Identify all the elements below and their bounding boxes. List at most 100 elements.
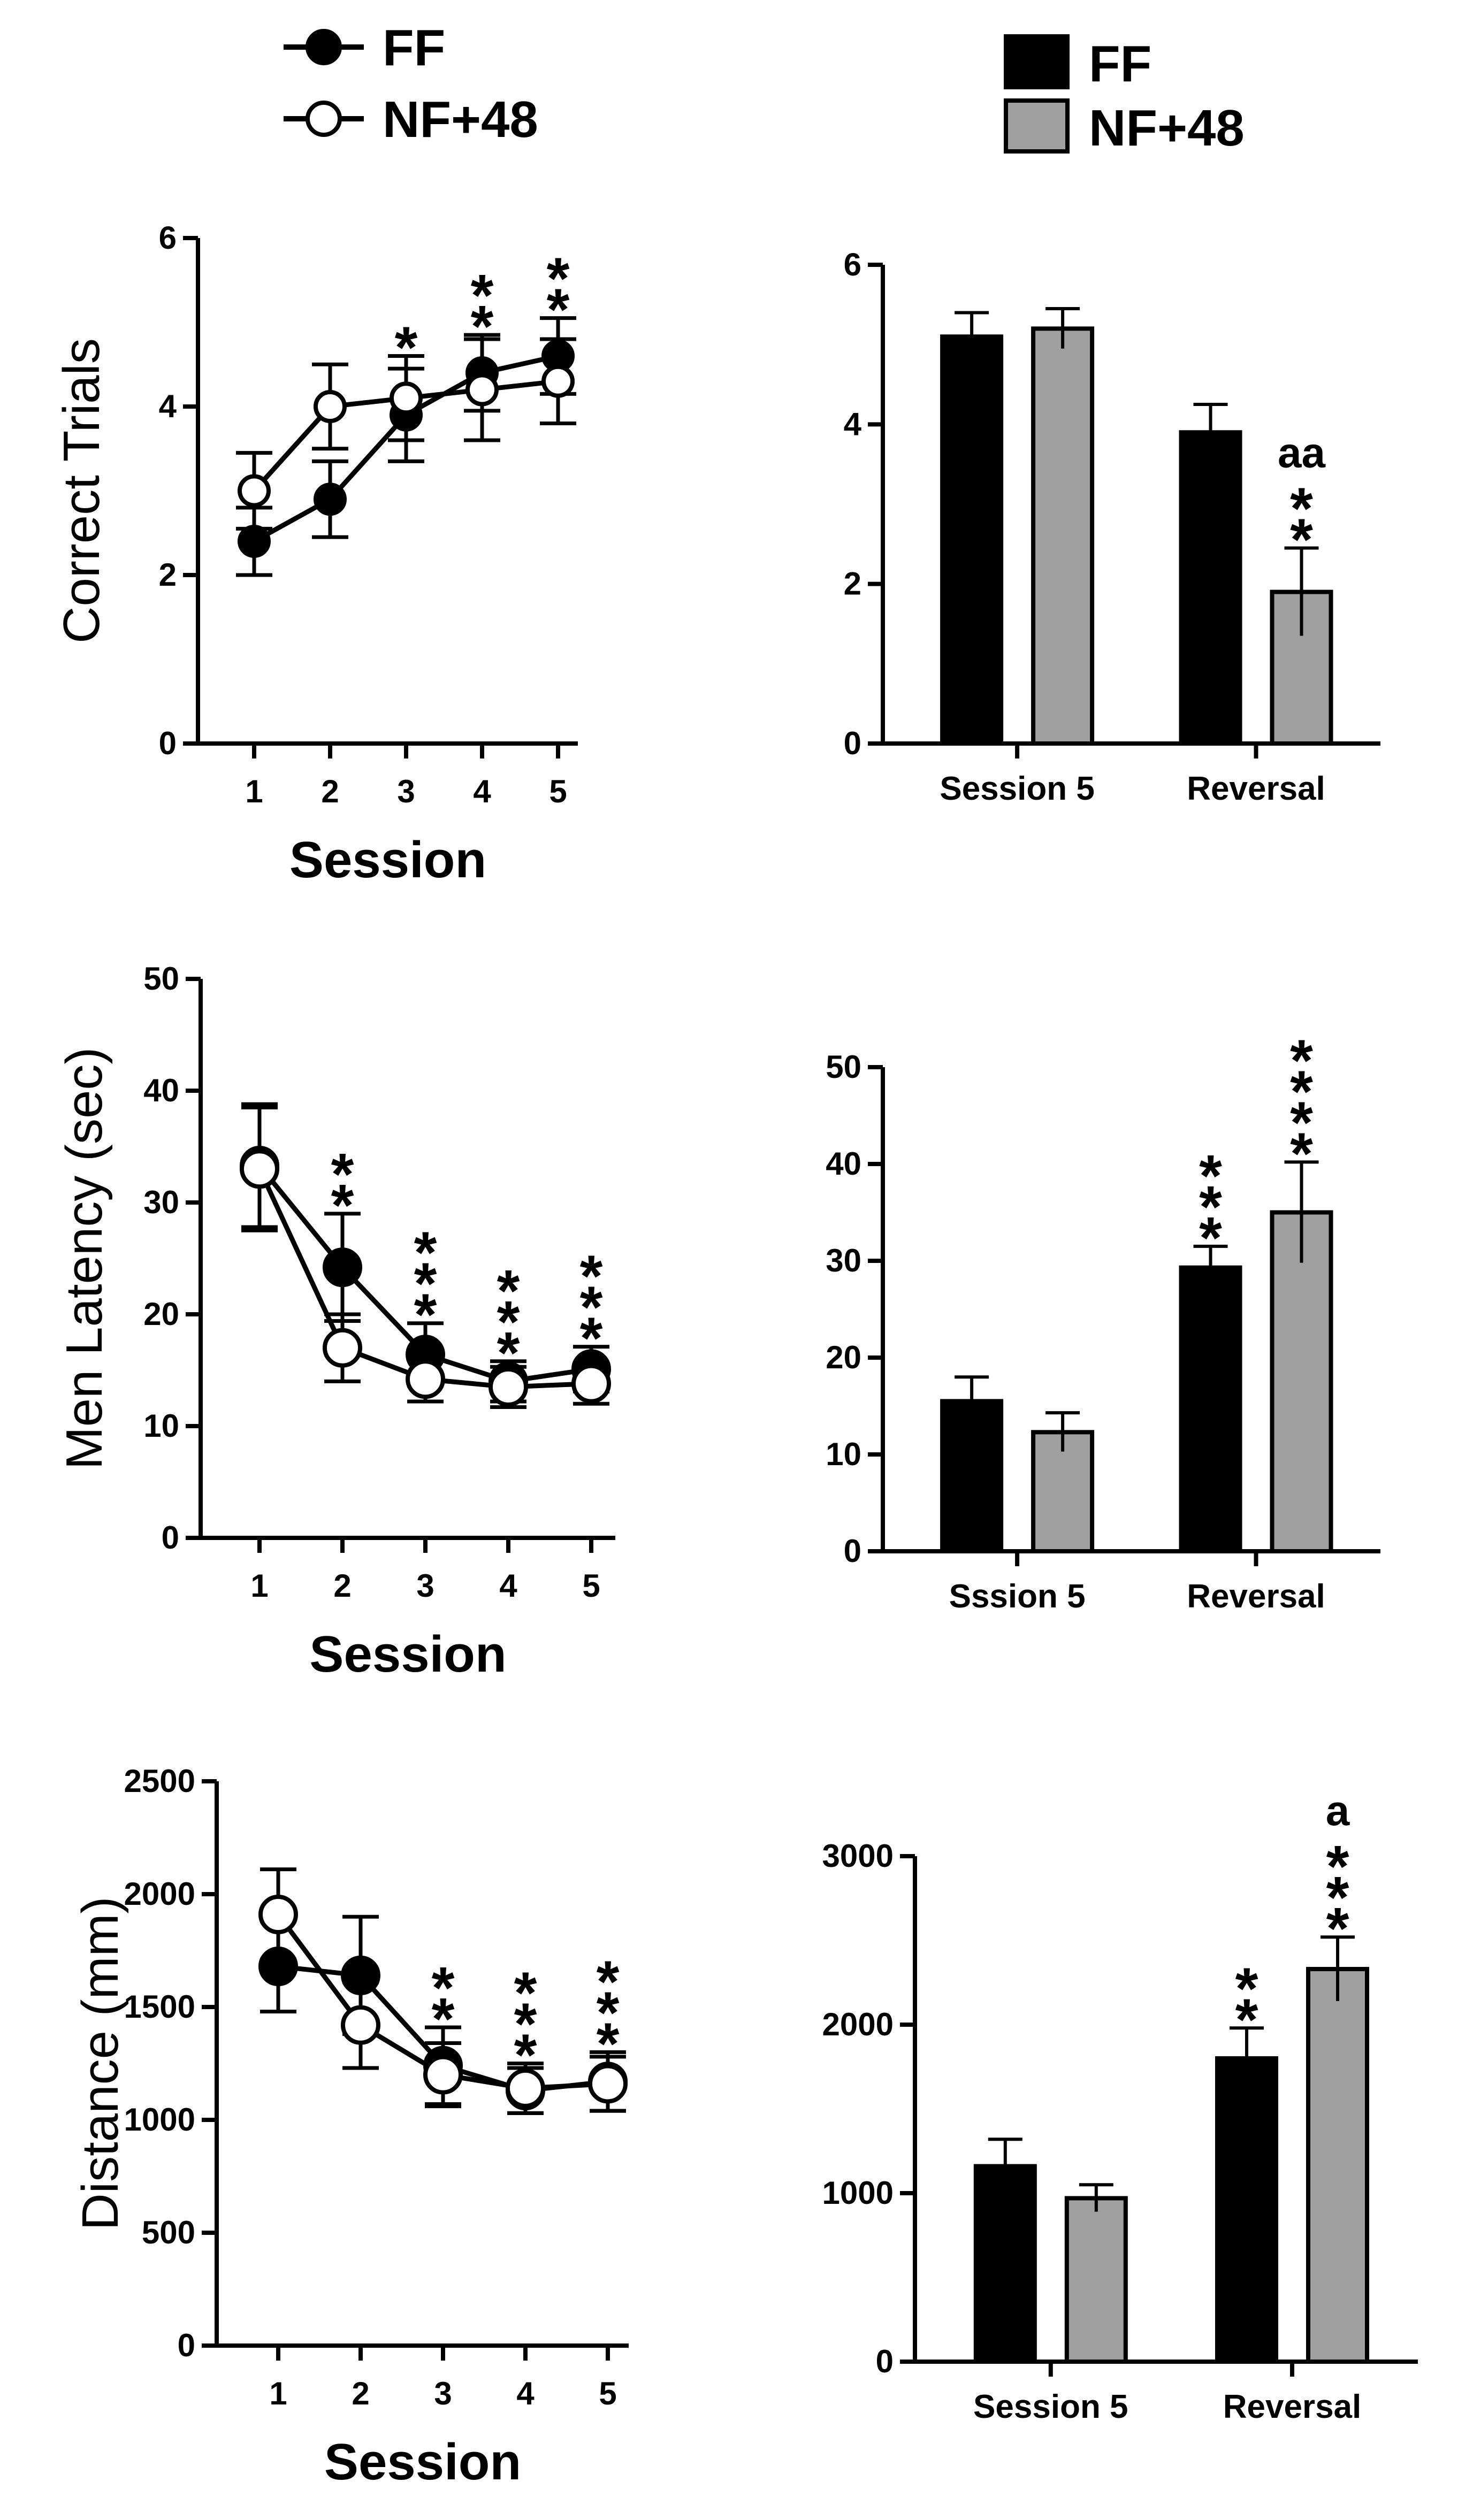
legend-bar: FF NF+48 bbox=[1004, 34, 1245, 157]
significance-star: * bbox=[1199, 1143, 1222, 1209]
data-point bbox=[541, 364, 575, 398]
significance-star: * bbox=[432, 1986, 455, 2052]
legend-bar-ff-swatch bbox=[1004, 34, 1070, 89]
category-label: Session 5 bbox=[940, 770, 1094, 807]
y-tick-label: 2000 bbox=[124, 1876, 195, 1912]
y-tick-label: 2500 bbox=[124, 1763, 195, 1799]
significance-star: * bbox=[597, 2011, 620, 2077]
y-tick-label: 50 bbox=[826, 1049, 861, 1085]
legend-bar-item-ff: FF bbox=[1004, 34, 1151, 93]
bar-nf48-reversal bbox=[1270, 1210, 1333, 1553]
x-tick-label: 2 bbox=[352, 2376, 369, 2411]
y-tick-label: 4 bbox=[159, 388, 177, 424]
significance-star: * bbox=[1235, 1987, 1258, 2052]
y-axis-title: Correct Trials bbox=[53, 338, 110, 644]
significance-star: * bbox=[597, 1949, 620, 2015]
x-tick-label: 4 bbox=[499, 1568, 517, 1604]
y-tick-label: 0 bbox=[159, 725, 177, 761]
significance-star: * bbox=[432, 1955, 455, 2021]
y-tick-label: 30 bbox=[143, 1184, 179, 1220]
significance-star: * bbox=[1326, 1865, 1349, 1931]
category-label: Reversal bbox=[1223, 2388, 1362, 2425]
data-point bbox=[314, 390, 347, 423]
significance-star: * bbox=[331, 1142, 354, 1207]
significance-star: * bbox=[580, 1275, 603, 1341]
y-tick-label: 10 bbox=[826, 1436, 861, 1472]
legend-line-nf48-label: NF+48 bbox=[383, 91, 538, 148]
x-axis-title: Session bbox=[289, 831, 486, 888]
y-tick-label: 1500 bbox=[124, 1989, 195, 2025]
y-tick-label: 0 bbox=[844, 1533, 861, 1569]
data-point bbox=[240, 1149, 279, 1189]
data-point bbox=[258, 1894, 298, 1934]
significance-star: * bbox=[1199, 1205, 1222, 1271]
bar-nf48-session5 bbox=[1031, 326, 1095, 746]
bar-nf48-session5 bbox=[1031, 1430, 1095, 1554]
significance-star: * bbox=[1290, 1059, 1313, 1124]
significance-star: * bbox=[471, 263, 494, 328]
bar-ff-session5 bbox=[973, 2164, 1037, 2364]
y-axis-title: Distance (mm) bbox=[72, 1896, 129, 2230]
x-tick-label: 1 bbox=[250, 1568, 268, 1604]
significance-star: * bbox=[1326, 1896, 1349, 1962]
category-label: Reversal bbox=[1187, 770, 1325, 807]
bar-ff-reversal bbox=[1179, 1265, 1242, 1553]
y-tick-label: 10 bbox=[143, 1408, 179, 1444]
y-tick-label: 20 bbox=[143, 1296, 179, 1332]
y-tick-label: 2000 bbox=[822, 2006, 894, 2042]
chart-distance-line: 0 500 1000 1500 2000 2500 1 2 3 4 5 Session Distance… bbox=[72, 1763, 629, 2491]
data-point bbox=[390, 381, 423, 415]
data-point bbox=[238, 474, 271, 508]
data-point bbox=[406, 1359, 445, 1399]
y-tick-label: 0 bbox=[162, 1520, 179, 1556]
significance-letter: a bbox=[1326, 1787, 1350, 1834]
data-point bbox=[323, 1247, 362, 1288]
x-tick-label: 4 bbox=[516, 2376, 535, 2411]
legend-line: FF NF+48 bbox=[284, 19, 538, 148]
x-tick-label: 4 bbox=[473, 773, 491, 809]
significance-star: * bbox=[497, 1258, 520, 1324]
x-tick-label: 3 bbox=[434, 2376, 452, 2411]
y-tick-label: 20 bbox=[826, 1339, 861, 1375]
legend-line-item-ff: FF bbox=[284, 19, 445, 76]
y-tick-label: 30 bbox=[826, 1243, 861, 1278]
significance-star: * bbox=[580, 1244, 603, 1309]
bar-ff-reversal bbox=[1179, 430, 1242, 746]
y-tick-label: 50 bbox=[143, 961, 179, 997]
significance-star: * bbox=[1290, 507, 1313, 573]
y-tick-label: 40 bbox=[143, 1073, 179, 1108]
data-point bbox=[489, 1367, 528, 1407]
x-tick-label: 3 bbox=[397, 773, 415, 809]
y-tick-label: 1000 bbox=[124, 2102, 195, 2138]
x-tick-label: 5 bbox=[549, 773, 567, 809]
legend-line-nf48-marker bbox=[306, 101, 342, 137]
significance-star: * bbox=[1199, 1174, 1222, 1240]
data-point bbox=[465, 373, 499, 407]
bar-nf48-reversal bbox=[1306, 1967, 1369, 2364]
data-point bbox=[314, 482, 347, 516]
y-tick-label: 2 bbox=[844, 566, 861, 602]
significance-star: * bbox=[597, 1980, 620, 2046]
legend-bar-nf48-swatch bbox=[1004, 98, 1070, 154]
significance-star: * bbox=[1326, 1834, 1349, 1899]
x-axis-title: Session bbox=[309, 1626, 506, 1683]
significance-star: * bbox=[547, 246, 570, 312]
significance-star: * bbox=[414, 1220, 437, 1286]
significance-letter: aa bbox=[1278, 429, 1325, 477]
x-tick-label: 2 bbox=[321, 773, 339, 809]
significance-star: * bbox=[471, 294, 494, 359]
data-point bbox=[423, 2055, 463, 2095]
data-point bbox=[323, 1328, 362, 1368]
series-nf48 bbox=[240, 1105, 611, 1409]
significance-star: * bbox=[331, 1173, 354, 1238]
significance-star: * bbox=[1290, 1028, 1313, 1093]
x-tick-label: 5 bbox=[599, 2376, 616, 2411]
significance-star: * bbox=[547, 277, 570, 343]
x-axis-title: Session bbox=[324, 2433, 521, 2491]
significance-star: * bbox=[1235, 1956, 1258, 2021]
y-tick-label: 0 bbox=[844, 725, 861, 761]
